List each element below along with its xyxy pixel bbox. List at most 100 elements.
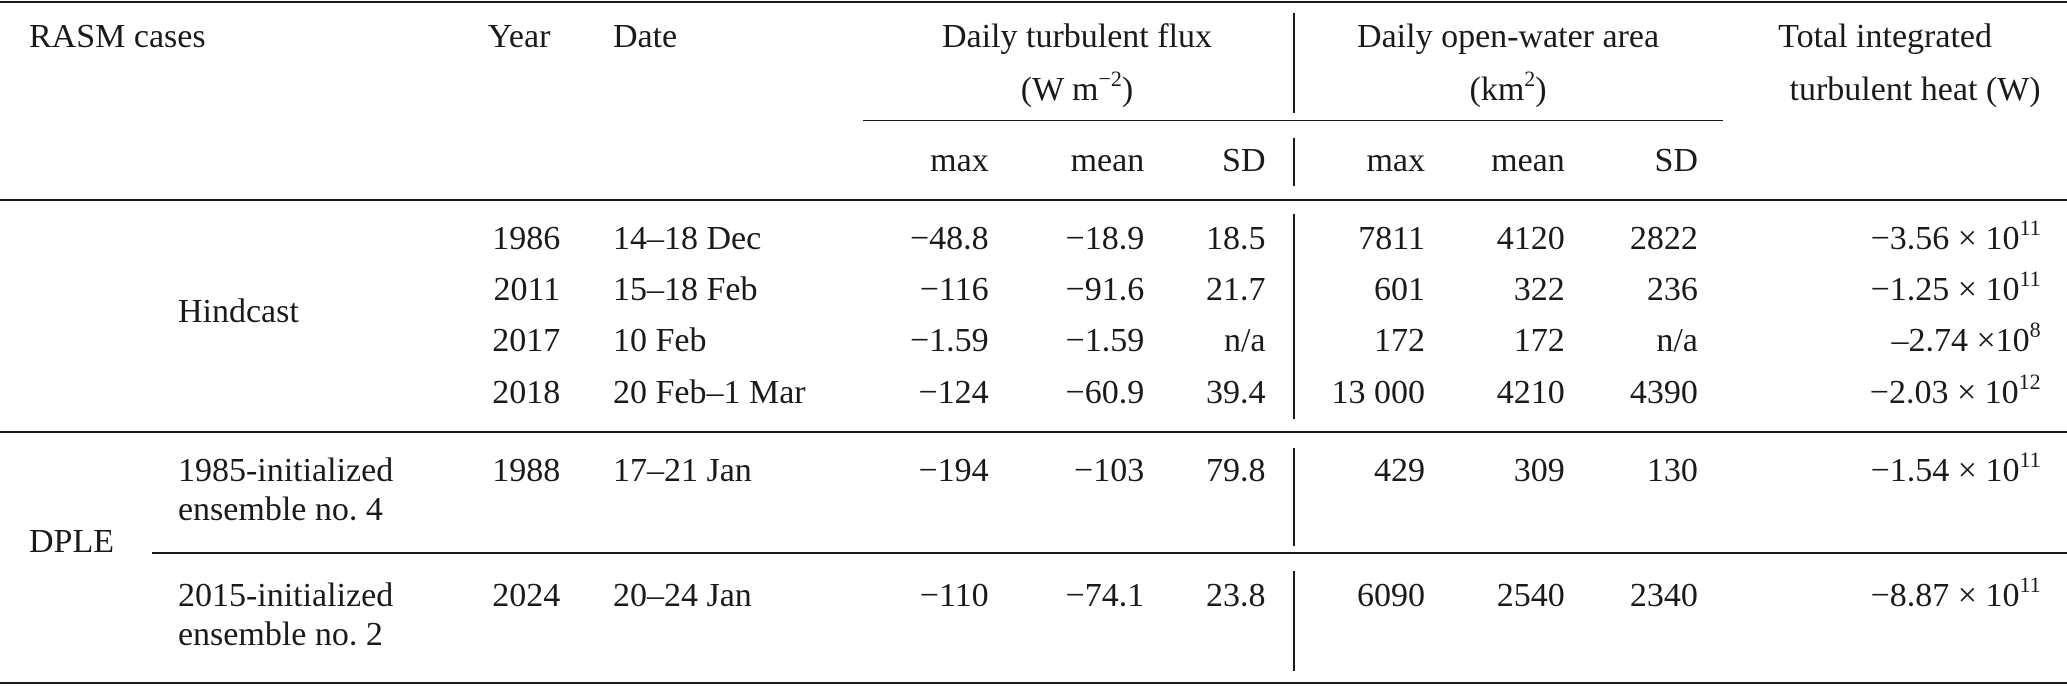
header-cell: Date — [612, 17, 678, 55]
superscript: 11 — [2019, 214, 2041, 240]
flux-cell: 79.8 — [1206, 451, 1266, 489]
group-rule — [0, 431, 2067, 434]
case-cell: 1985-initialized — [177, 451, 394, 489]
superscript: 12 — [2018, 368, 2041, 394]
date-cell: 20 Feb–1 Mar — [612, 373, 806, 411]
case-cell: ensemble no. 4 — [177, 491, 383, 529]
area-cell: 601 — [1374, 271, 1426, 308]
group-label: DPLE — [29, 522, 114, 560]
header-cell: Total integrated — [1778, 17, 1992, 55]
text-part: −2.03 × 10 — [1869, 373, 2019, 411]
area-cell: 4120 — [1496, 219, 1565, 257]
header-unit: (W m−2) — [1020, 67, 1134, 108]
flux-cell: −110 — [919, 576, 989, 614]
flux-area-rule — [863, 119, 1723, 122]
superscript: 11 — [2019, 571, 2041, 597]
header-cell: Daily turbulent flux — [941, 17, 1213, 55]
flux-cell: −194 — [918, 451, 989, 489]
flux-cell: −91.6 — [1065, 271, 1145, 308]
case-cell: 2015-initialized — [177, 576, 394, 614]
flux-cell: −48.8 — [910, 219, 989, 257]
subheader-cell: max — [930, 141, 989, 179]
flux-cell: −124 — [918, 373, 989, 411]
column-divider — [1293, 13, 1295, 114]
dple-rule — [151, 552, 2067, 554]
header-rule — [0, 199, 2067, 202]
flux-cell: −1.59 — [910, 322, 989, 360]
flux-cell: −74.1 — [1065, 576, 1145, 614]
year-cell: 1988 — [492, 451, 561, 489]
date-cell: 10 Feb — [612, 322, 707, 360]
year-cell: 2017 — [492, 322, 561, 360]
area-cell: 172 — [1374, 322, 1426, 360]
area-cell: 7811 — [1358, 219, 1426, 257]
flux-cell: 23.8 — [1206, 576, 1266, 614]
text-part: −8.87 × 10 — [1870, 576, 2020, 614]
total-cell: −1.54 × 1011 — [1870, 448, 2041, 489]
total-cell: −8.87 × 1011 — [1870, 573, 2041, 614]
flux-cell: −60.9 — [1065, 373, 1145, 411]
flux-cell: 18.5 — [1206, 219, 1266, 257]
header-unit: (km2) — [1469, 67, 1547, 108]
bottom-rule — [0, 681, 2067, 684]
area-cell: 4210 — [1496, 373, 1565, 411]
year-cell: 2024 — [492, 576, 561, 614]
date-cell: 20–24 Jan — [612, 576, 752, 614]
text-part: −1.54 × 10 — [1870, 451, 2020, 489]
area-cell: 2540 — [1496, 576, 1565, 614]
total-cell: −3.56 × 1011 — [1870, 216, 2041, 257]
top-rule — [0, 1, 2067, 4]
year-cell: 2018 — [492, 373, 561, 411]
group-label: Hindcast — [177, 293, 299, 331]
area-cell: 236 — [1646, 271, 1698, 308]
text-part: ) — [1121, 70, 1134, 108]
header-cell: RASM cases — [29, 17, 206, 55]
year-cell: 1986 — [492, 219, 561, 257]
flux-cell: −103 — [1074, 451, 1145, 489]
area-cell: 6090 — [1357, 576, 1426, 614]
text-part: −1.25 × 10 — [1870, 271, 2020, 308]
area-cell: 172 — [1513, 322, 1565, 360]
date-cell: 15–18 Feb — [612, 271, 758, 308]
subheader-cell: SD — [1222, 141, 1266, 179]
area-cell: 429 — [1374, 451, 1426, 489]
total-cell: −2.03 × 1012 — [1869, 370, 2041, 411]
superscript: −2 — [1098, 65, 1122, 91]
flux-cell: −1.59 — [1065, 322, 1145, 360]
text-part: (W m — [1020, 70, 1099, 108]
header-cell: Daily open-water area — [1357, 17, 1660, 55]
total-cell: −1.25 × 1011 — [1870, 268, 2041, 308]
flux-cell: −116 — [919, 271, 989, 308]
text-part: –2.74 ×10 — [1891, 322, 2030, 360]
date-cell: 14–18 Dec — [612, 219, 762, 257]
subheader-cell: mean — [1491, 141, 1565, 179]
subheader-cell: SD — [1654, 141, 1698, 179]
subheader-cell: mean — [1070, 141, 1145, 179]
area-cell: n/a — [1656, 322, 1698, 360]
text-part: −3.56 × 10 — [1870, 219, 2020, 257]
flux-cell: 21.7 — [1206, 271, 1266, 308]
header-cell: Year — [487, 17, 551, 55]
area-cell: 322 — [1513, 271, 1565, 308]
text-part: ) — [1535, 70, 1547, 108]
area-cell: 13 000 — [1331, 373, 1426, 411]
flux-cell: −18.9 — [1065, 219, 1145, 257]
year-cell: 2011 — [493, 271, 561, 308]
date-cell: 17–21 Jan — [612, 451, 752, 489]
area-cell: 2340 — [1629, 576, 1698, 614]
column-divider — [1293, 138, 1295, 186]
text-part: (km — [1469, 70, 1525, 108]
subheader-cell: max — [1366, 141, 1426, 179]
superscript: 11 — [2019, 266, 2041, 291]
case-cell: ensemble no. 2 — [177, 616, 383, 654]
column-divider — [1293, 570, 1295, 671]
superscript: 11 — [2019, 446, 2041, 472]
total-cell: –2.74 ×108 — [1891, 319, 2040, 360]
header-cell: turbulent heat (W) — [1789, 70, 2041, 108]
area-cell: 309 — [1513, 451, 1565, 489]
flux-cell: 39.4 — [1206, 373, 1266, 411]
area-cell: 130 — [1646, 451, 1698, 489]
superscript: 2 — [1524, 65, 1536, 91]
flux-cell: n/a — [1223, 322, 1266, 360]
